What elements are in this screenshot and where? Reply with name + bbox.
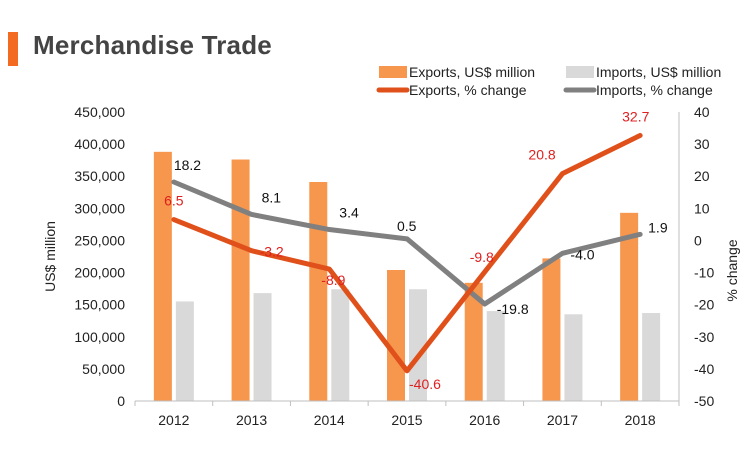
label-imports-pct: -4.0: [570, 246, 594, 262]
y2-tick-label: 20: [694, 168, 710, 184]
x-tick-label: 2013: [236, 412, 267, 428]
label-imports-pct: -19.8: [497, 301, 529, 317]
label-exports-pct: -3.2: [260, 244, 284, 260]
data-labels: 6.5 -3.2 -8.9 -40.6 -9.8 20.8 32.7 18.2 8.1 3.4 0.…: [164, 108, 668, 391]
y-tick-label: 400,000: [74, 136, 125, 152]
label-exports-pct: -8.9: [321, 272, 345, 288]
left-axis: 0 50,000 100,000 150,000 200,000 250,000 300,0…: [42, 104, 125, 409]
y2-tick-label: 0: [694, 232, 702, 248]
y-tick-label: 0: [117, 393, 125, 409]
label-imports-pct: 18.2: [174, 157, 201, 173]
label-imports-pct: 3.4: [339, 205, 359, 221]
y-tick-label: 350,000: [74, 168, 125, 184]
line-series: [171, 132, 643, 374]
x-tick-label: 2018: [625, 412, 656, 428]
x-tick-label: 2017: [547, 412, 578, 428]
y2-tick-label: 30: [694, 136, 710, 152]
y2-tick-label: -40: [694, 361, 714, 377]
y2-axis-title: % change: [724, 239, 740, 301]
y-axis-title: US$ million: [42, 221, 58, 292]
legend-swatch-0: [379, 66, 407, 78]
label-exports-pct: 6.5: [164, 193, 184, 209]
legend-label-1: Imports, US$ million: [596, 64, 721, 80]
legend-label-2: Exports, % change: [409, 82, 527, 98]
label-imports-pct: 0.5: [397, 218, 417, 234]
label-imports-pct: 1.9: [648, 219, 668, 235]
legend: Exports, US$ million Imports, US$ million…: [376, 64, 721, 98]
line-exports-pct: [171, 132, 643, 374]
legend-swatch-1: [566, 66, 594, 78]
bar-imports-2014: [331, 289, 350, 401]
bar-imports-2012: [175, 301, 194, 401]
y2-tick-label: 40: [694, 104, 710, 120]
x-axis: 2012 2013 2014 2015 2016 2017 2018: [134, 400, 680, 428]
y-tick-label: 250,000: [74, 232, 125, 248]
label-exports-pct: 20.8: [528, 147, 555, 163]
bar-imports-2015: [409, 289, 427, 401]
x-tick-label: 2014: [314, 412, 345, 428]
legend-label-0: Exports, US$ million: [409, 64, 535, 80]
bar-imports-2018: [642, 313, 661, 401]
title-accent-bar: [8, 32, 18, 66]
right-axis: -50 -40 -30 -20 -10 0 10 20 30 40 % change: [678, 104, 740, 409]
y-tick-label: 150,000: [74, 297, 125, 313]
y-tick-label: 300,000: [74, 200, 125, 216]
label-exports-pct: -9.8: [470, 249, 494, 265]
bar-exports-2014: [309, 182, 328, 401]
y2-tick-label: -50: [694, 393, 714, 409]
bar-imports-2013: [253, 293, 272, 401]
y2-tick-label: -10: [694, 265, 714, 281]
y2-tick-label: 10: [694, 200, 710, 216]
label-imports-pct: 8.1: [262, 189, 282, 205]
y-tick-label: 450,000: [74, 104, 125, 120]
x-tick-label: 2016: [469, 412, 500, 428]
bar-series: [153, 151, 661, 401]
y2-tick-label: -20: [694, 297, 714, 313]
bar-exports-2015: [387, 269, 405, 401]
page-title: Merchandise Trade: [33, 30, 272, 60]
label-exports-pct: -40.6: [409, 376, 441, 392]
bar-exports-2017: [542, 258, 561, 401]
x-tick-label: 2015: [391, 412, 422, 428]
bar-exports-2016: [464, 282, 483, 401]
y2-tick-label: -30: [694, 329, 714, 345]
x-tick-label: 2012: [158, 412, 189, 428]
bar-exports-2012: [153, 151, 172, 401]
bar-exports-2018: [620, 212, 639, 401]
label-exports-pct: 32.7: [622, 108, 649, 124]
bar-exports-2013: [231, 159, 250, 401]
bar-imports-2017: [564, 314, 583, 401]
bar-imports-2016: [486, 311, 505, 401]
line-imports-pct: [171, 179, 643, 307]
y-tick-label: 100,000: [74, 329, 125, 345]
legend-label-3: Imports, % change: [596, 82, 713, 98]
y-tick-label: 200,000: [74, 265, 125, 281]
y-tick-label: 50,000: [82, 361, 125, 377]
